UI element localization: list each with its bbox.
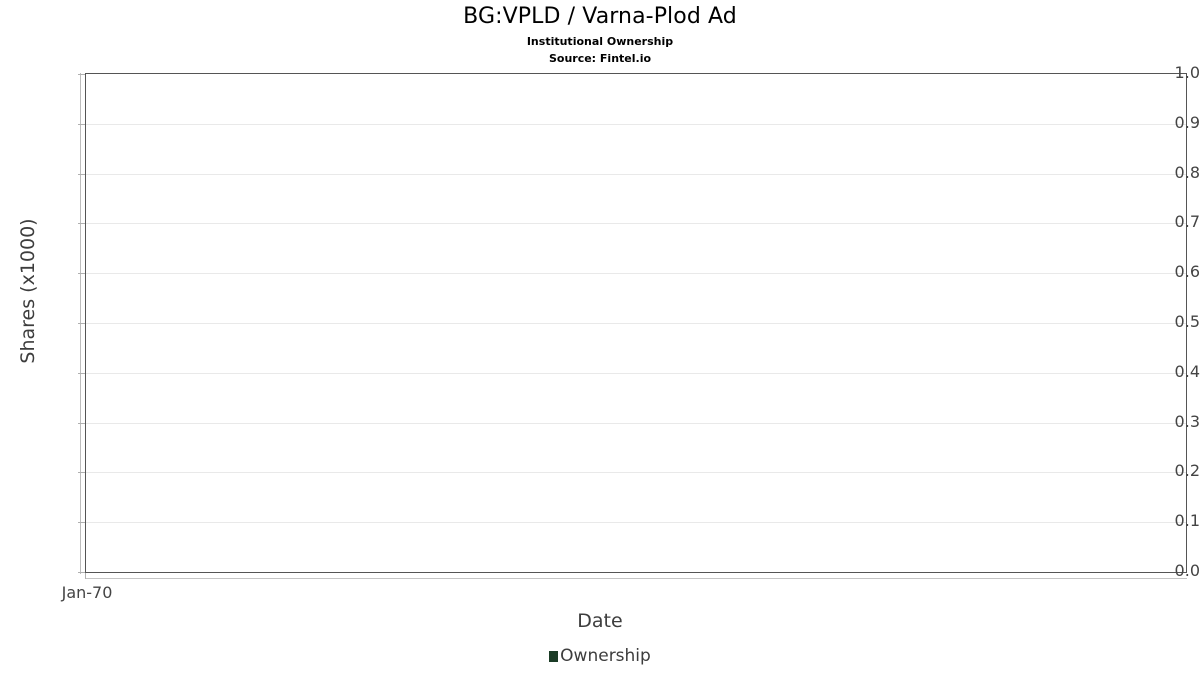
gridline: [86, 123, 1186, 125]
x-axis-tick-label: Jan-70: [61, 583, 113, 602]
y-axis-tick-label: 0.0: [1174, 561, 1200, 580]
gridline: [86, 273, 1186, 275]
gridline: [86, 223, 1186, 225]
gridline: [86, 372, 1186, 374]
y-axis-tick-mark: [78, 223, 85, 225]
y-axis-tick-label: 0.8: [1174, 162, 1200, 182]
y-axis-tick-label: 0.3: [1174, 411, 1200, 431]
gridline: [86, 422, 1186, 424]
y-axis-tick-mark: [78, 74, 85, 75]
y-axis-tick-label: 0.4: [1174, 361, 1200, 381]
x-axis-title: Date: [577, 610, 623, 632]
series-layer: [86, 74, 1186, 572]
legend-label: Ownership: [560, 646, 651, 666]
y-axis-tick-mark: [78, 572, 85, 573]
y-axis-tick-mark: [78, 123, 85, 125]
y-axis-tick-label: 0.6: [1174, 262, 1200, 282]
legend-item[interactable]: Ownership: [549, 648, 651, 665]
y-axis-title: Shares (x1000): [17, 218, 39, 364]
gridline: [86, 522, 1186, 524]
plot-area: [85, 73, 1187, 573]
y-axis-tick-mark: [78, 372, 85, 374]
chart-legend: Ownership: [0, 648, 1200, 665]
x-axis-spine: [85, 578, 1187, 579]
page-title: BG:VPLD / Varna-Plod Ad: [463, 4, 737, 29]
gridline: [86, 323, 1186, 324]
chart-source-caption: Source: Fintel.io: [548, 52, 652, 65]
y-axis-tick-label: 0.9: [1174, 112, 1200, 132]
y-axis-tick-mark: [78, 273, 85, 275]
x-axis-tick-mark: [85, 573, 86, 579]
legend-swatch-icon: [549, 651, 559, 662]
gridline: [86, 472, 1186, 474]
y-axis-tick-mark: [78, 173, 85, 175]
y-axis-tick-label: 0.2: [1174, 461, 1200, 481]
y-axis-tick-label: 0.1: [1174, 511, 1200, 531]
y-axis-tick-mark: [78, 472, 85, 474]
y-axis-tick-label: 0.5: [1174, 312, 1200, 331]
y-axis-tick-mark: [78, 323, 85, 324]
y-axis-tick-mark: [78, 422, 85, 424]
chart-subtitle: Institutional Ownership: [526, 35, 674, 48]
y-axis-tick-label: 1.0: [1174, 63, 1200, 82]
y-axis-tick-label: 0.7: [1174, 212, 1200, 232]
y-axis-tick-mark: [78, 522, 85, 524]
gridline: [86, 173, 1186, 175]
